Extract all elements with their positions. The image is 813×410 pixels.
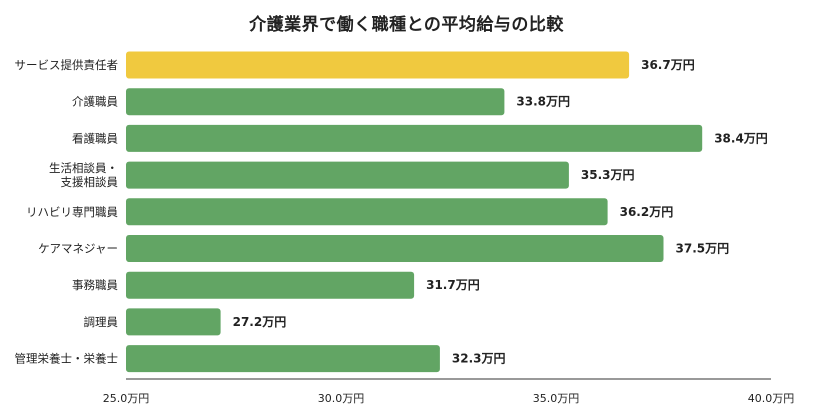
x-tick-label-2: 35.0万円 <box>533 392 580 405</box>
category-label-2: 看護職員 <box>72 131 118 145</box>
category-label-8: 管理栄養士・栄養士 <box>15 352 119 366</box>
category-label-0: サービス提供責任者 <box>15 58 119 72</box>
value-label-1: 33.8万円 <box>516 95 570 109</box>
category-label-1-line-0: 介護職員 <box>72 95 118 109</box>
category-label-2-line-0: 看護職員 <box>72 131 118 145</box>
value-label-5: 37.5万円 <box>676 242 730 256</box>
category-label-3-line-1: 支援相談員 <box>61 175 119 189</box>
value-label-3: 35.3万円 <box>581 168 635 182</box>
value-label-7: 27.2万円 <box>233 315 287 329</box>
category-label-6: 事務職員 <box>72 278 118 292</box>
bar-5 <box>126 235 664 262</box>
bar-4 <box>126 198 608 226</box>
value-label-2: 38.4万円 <box>714 131 768 145</box>
bar-8 <box>126 345 440 373</box>
x-tick-label-0: 25.0万円 <box>103 392 150 405</box>
category-label-3-line-0: 生活相談員・ <box>49 161 118 175</box>
bar-2 <box>126 124 703 152</box>
category-label-5: ケアマネジャー <box>38 242 118 256</box>
category-label-7-line-0: 調理員 <box>84 315 119 329</box>
category-label-8-line-0: 管理栄養士・栄養士 <box>15 352 119 366</box>
category-label-7: 調理員 <box>84 315 119 329</box>
category-label-0-line-0: サービス提供責任者 <box>15 58 119 72</box>
chart-title: 介護業界で働く職種との平均給与の比較 <box>249 15 564 35</box>
bar-7 <box>126 308 221 336</box>
category-label-1: 介護職員 <box>72 95 118 109</box>
x-tick-label-1: 30.0万円 <box>318 392 365 405</box>
value-label-4: 36.2万円 <box>620 205 674 219</box>
value-label-0: 36.7万円 <box>641 58 695 72</box>
x-tick-label-3: 40.0万円 <box>748 392 795 405</box>
category-label-6-line-0: 事務職員 <box>72 278 118 292</box>
category-label-4: リハビリ専門職員 <box>26 205 118 219</box>
category-label-3: 生活相談員・支援相談員 <box>49 161 118 189</box>
value-label-6: 31.7万円 <box>426 278 480 292</box>
category-label-4-line-0: リハビリ専門職員 <box>26 205 118 219</box>
category-label-5-line-0: ケアマネジャー <box>38 242 118 256</box>
bar-6 <box>126 271 415 299</box>
bar-1 <box>126 88 505 116</box>
value-label-8: 32.3万円 <box>452 352 506 366</box>
bar-0 <box>126 51 630 79</box>
bar-3 <box>126 161 569 189</box>
